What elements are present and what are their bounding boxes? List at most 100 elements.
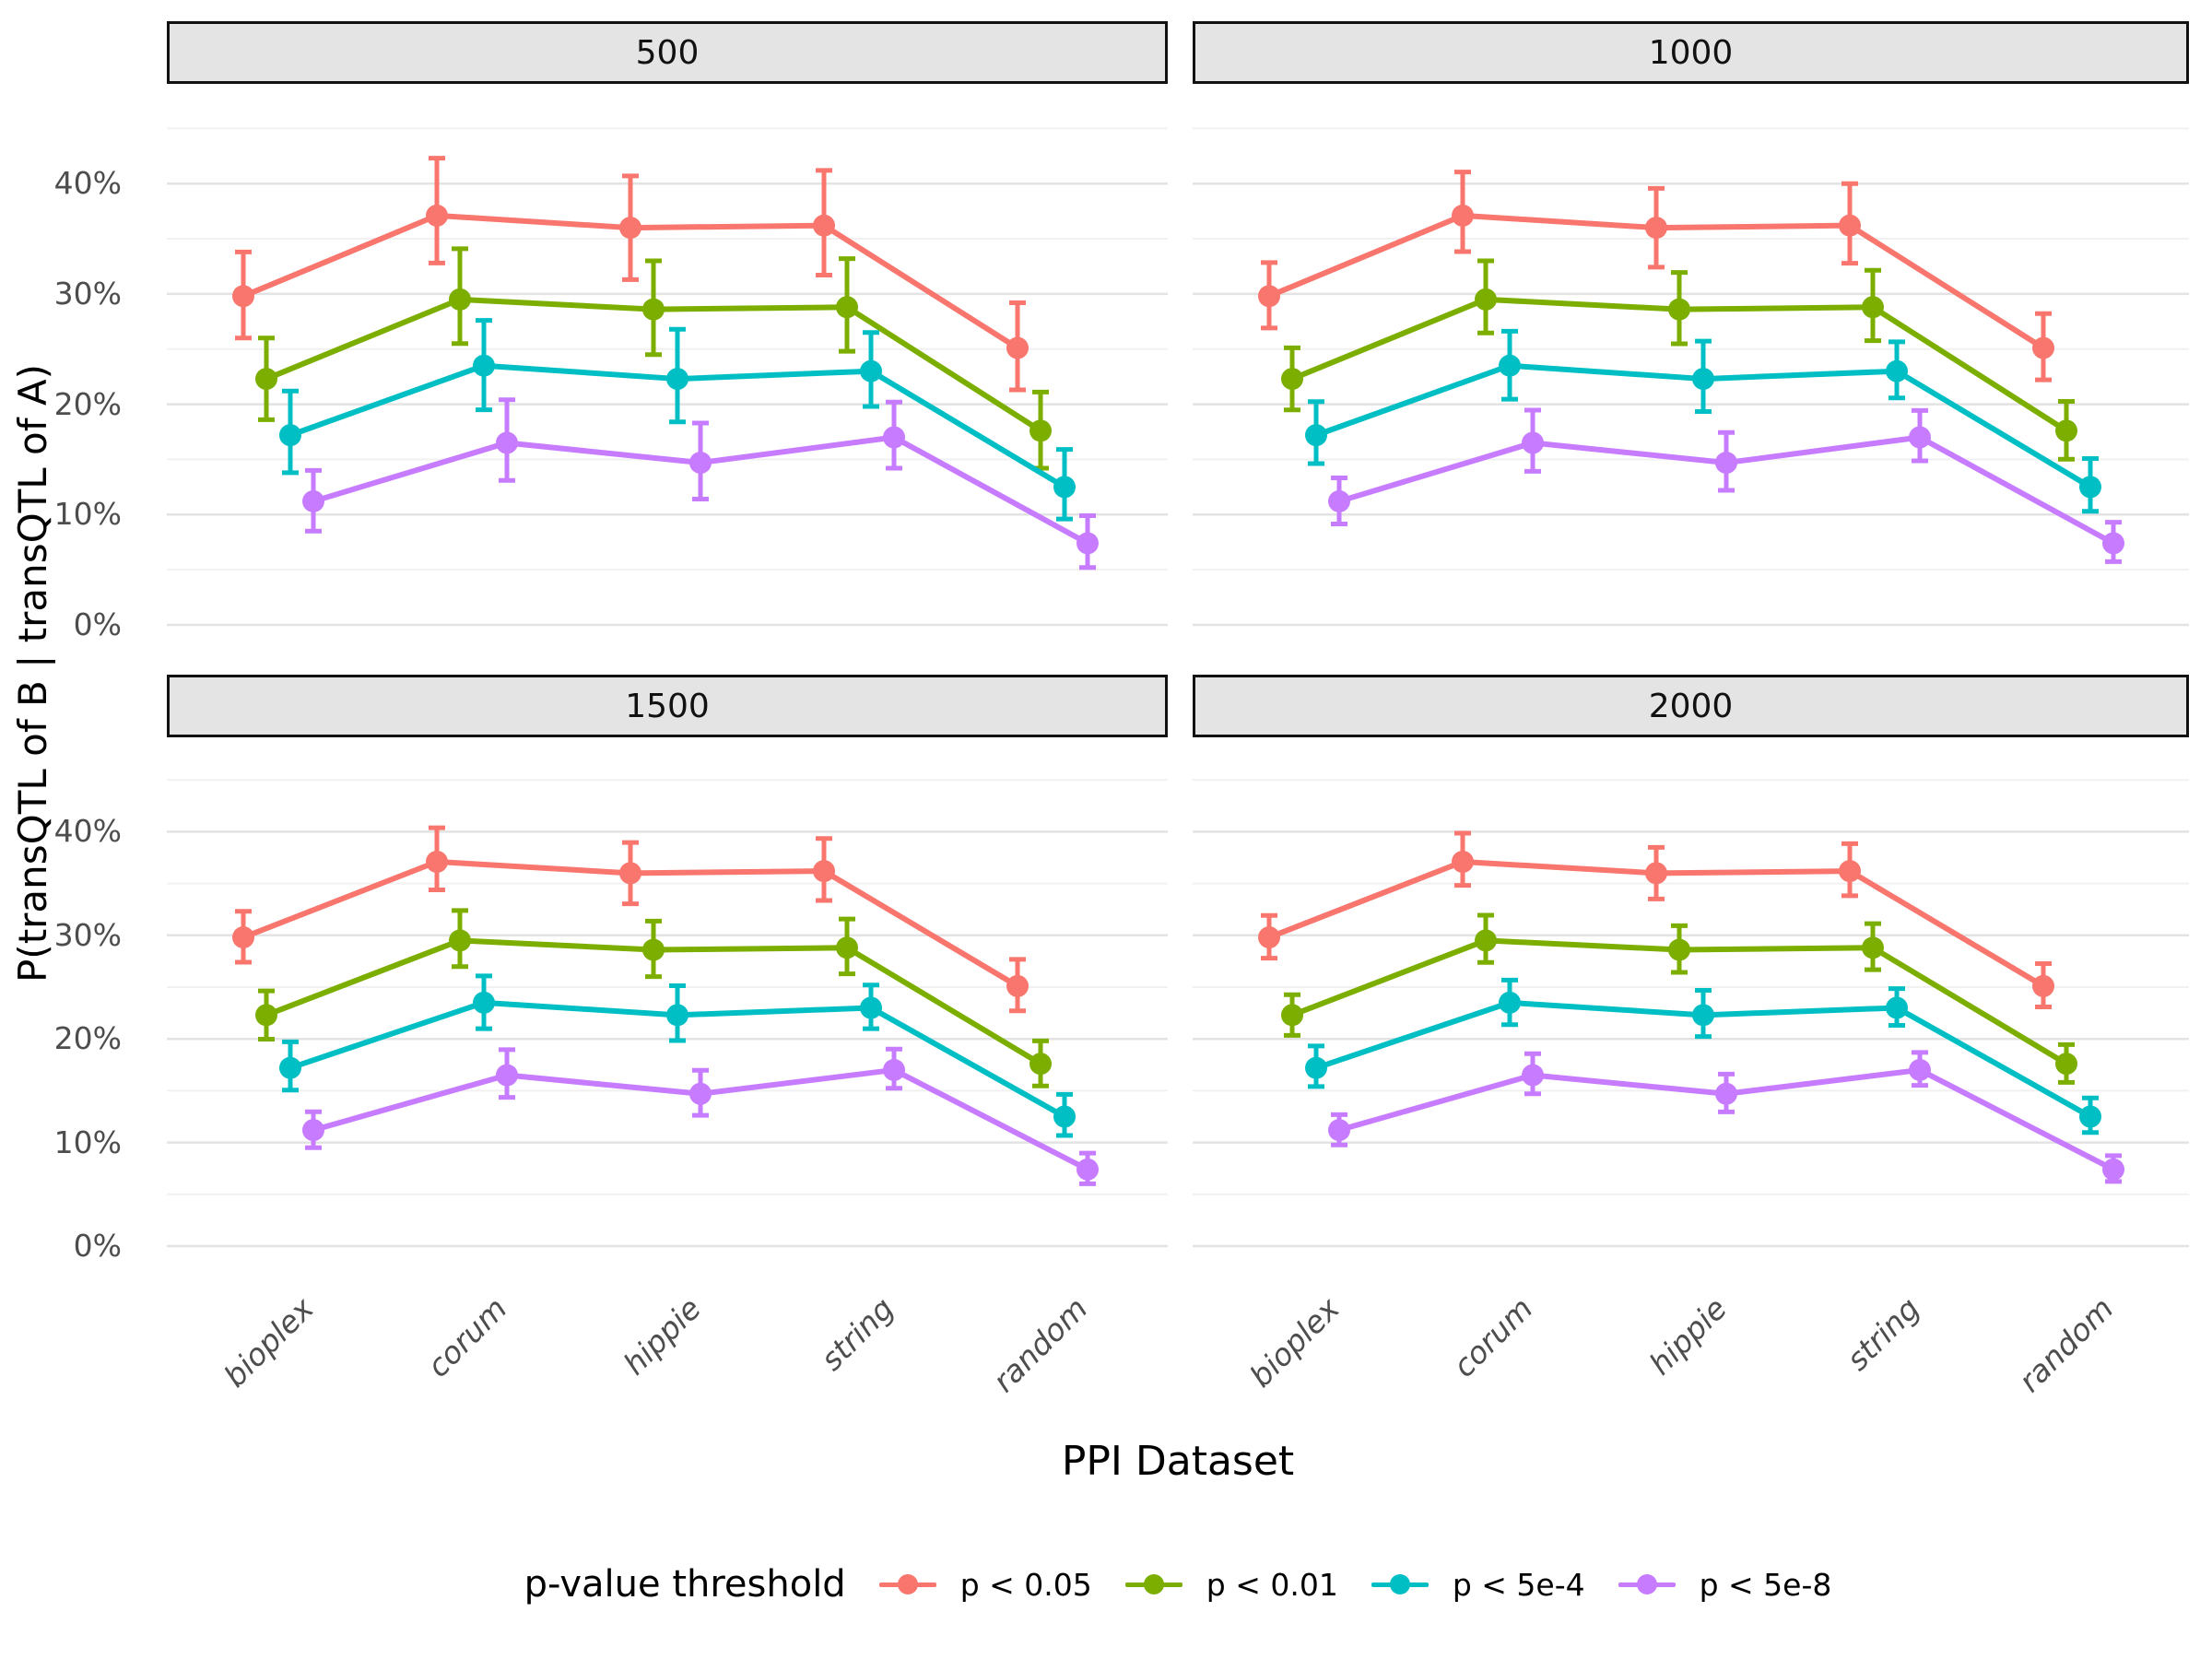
data-point <box>1862 936 1884 959</box>
facet-strip-1000: 1000 <box>1193 21 2189 84</box>
data-point <box>302 489 324 512</box>
y-tick-label: 0% <box>73 606 122 642</box>
data-point <box>883 426 905 449</box>
data-point <box>1077 532 1099 555</box>
data-point <box>1645 217 1667 240</box>
data-point <box>1692 368 1714 391</box>
y-tick-label: 30% <box>53 275 122 312</box>
x-tick-label: string <box>814 1290 901 1378</box>
facet-panel-500 <box>167 127 1168 627</box>
data-point <box>1030 419 1052 442</box>
data-point <box>2079 1105 2101 1128</box>
legend-label: p < 0.01 <box>1206 1566 1338 1603</box>
y-tick-label: 20% <box>53 385 122 422</box>
data-point <box>1909 1058 1931 1081</box>
y-axis-title: P(transQTL of B | transQTL of A) <box>10 363 56 982</box>
y-tick-label: 40% <box>53 165 122 202</box>
facet-panel-2000 <box>1193 779 2189 1248</box>
x-tick-label: bioplex <box>216 1290 321 1394</box>
data-point <box>2079 476 2101 499</box>
data-point <box>1839 860 1861 883</box>
x-tick-label: hippie <box>1641 1290 1734 1382</box>
data-point <box>1305 1056 1327 1079</box>
data-point <box>232 285 254 308</box>
data-point <box>426 204 448 227</box>
data-point <box>1006 336 1029 359</box>
data-point <box>449 929 471 952</box>
data-point <box>2032 336 2054 359</box>
facet-strip-label: 1000 <box>1648 33 1734 72</box>
data-point <box>642 938 665 961</box>
facet-strip-1500: 1500 <box>167 675 1168 737</box>
data-point <box>689 452 712 475</box>
data-point <box>2055 419 2077 442</box>
legend-item: p < 0.01 <box>1124 1566 1338 1603</box>
data-point <box>666 368 688 391</box>
data-point <box>1053 1105 1076 1128</box>
facet-strip-label: 2000 <box>1648 687 1734 725</box>
y-tick-label: 10% <box>53 1124 122 1160</box>
x-tick-label: hippie <box>616 1290 708 1382</box>
data-point <box>619 217 641 240</box>
data-point <box>1862 296 1884 319</box>
facet-panel-1500 <box>167 779 1168 1248</box>
data-point <box>1328 1119 1350 1142</box>
data-point <box>279 424 301 447</box>
data-point <box>496 1064 518 1087</box>
legend-label: p < 0.05 <box>959 1566 1092 1603</box>
data-point <box>883 1058 905 1081</box>
data-point <box>1281 368 1303 391</box>
data-point <box>1499 354 1521 377</box>
data-point <box>496 431 518 454</box>
data-point <box>2102 1158 2124 1181</box>
data-point <box>1452 204 1474 227</box>
data-point <box>1475 288 1497 311</box>
data-point <box>1258 285 1280 308</box>
data-point <box>1006 974 1029 997</box>
data-point <box>813 214 835 237</box>
data-point <box>860 996 882 1019</box>
x-axis-title: PPI Dataset <box>1061 1438 1295 1485</box>
legend-label: p < 5e-8 <box>1699 1566 1832 1603</box>
data-point <box>473 354 495 377</box>
data-point <box>1281 1004 1303 1027</box>
data-point <box>2055 1053 2077 1076</box>
data-point <box>1328 489 1350 512</box>
x-tick-label: string <box>1840 1290 1927 1378</box>
data-point <box>255 1004 277 1027</box>
data-point <box>1668 298 1690 321</box>
legend-pointrange-icon <box>1124 1572 1182 1596</box>
data-point <box>426 850 448 873</box>
data-point <box>1886 359 1908 382</box>
data-point <box>279 1056 301 1079</box>
data-point <box>1305 424 1327 447</box>
facet-strip-500: 500 <box>167 21 1168 84</box>
legend-pointrange-icon <box>1618 1572 1676 1596</box>
data-point <box>1030 1053 1052 1076</box>
data-point <box>836 936 858 959</box>
facet-strip-label: 1500 <box>625 687 710 725</box>
legend-item: p < 0.05 <box>878 1566 1092 1603</box>
y-tick-label: 0% <box>73 1228 122 1264</box>
facet-panel-1000 <box>1193 127 2189 627</box>
data-point <box>860 359 882 382</box>
legend-label: p < 5e-4 <box>1452 1566 1585 1603</box>
data-point <box>255 368 277 391</box>
data-point <box>449 288 471 311</box>
data-point <box>666 1004 688 1027</box>
data-point <box>302 1119 324 1142</box>
data-point <box>1839 214 1861 237</box>
data-point <box>1522 431 1544 454</box>
x-tick-label: corum <box>419 1290 514 1384</box>
data-point <box>1499 991 1521 1014</box>
data-point <box>813 860 835 883</box>
data-point <box>1452 850 1474 873</box>
y-tick-label: 10% <box>53 496 122 533</box>
data-point <box>689 1082 712 1105</box>
data-point <box>1692 1004 1714 1027</box>
data-point <box>1668 938 1690 961</box>
x-tick-label: bioplex <box>1241 1290 1347 1394</box>
facet-strip-label: 500 <box>635 33 700 72</box>
data-point <box>1909 426 1931 449</box>
